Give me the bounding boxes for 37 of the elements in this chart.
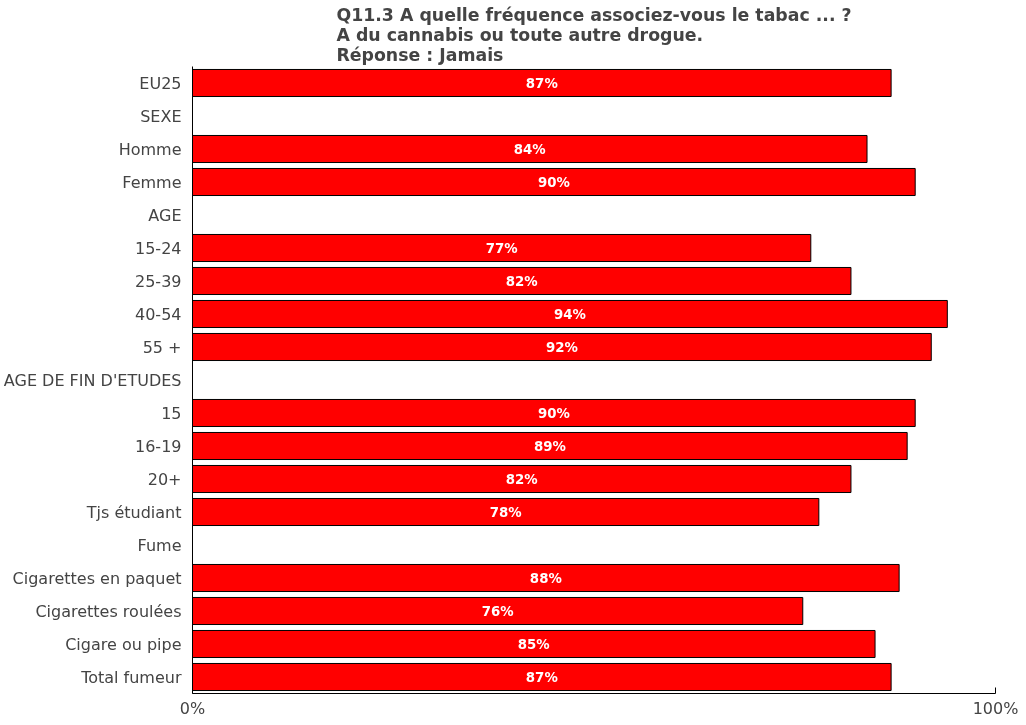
y-tick-label: Femme — [122, 172, 182, 192]
y-tick-label: Tjs étudiant — [85, 502, 182, 522]
data-label: 84% — [513, 141, 546, 157]
data-label: 89% — [533, 438, 566, 454]
data-label: 82% — [505, 273, 538, 289]
x-tick-label: 100% — [972, 698, 1019, 718]
y-tick-label: Cigarettes roulées — [35, 601, 182, 621]
y-tick-label: SEXE — [140, 106, 182, 126]
data-label: 87% — [525, 669, 558, 685]
data-label: 90% — [537, 405, 570, 421]
data-label: 76% — [481, 603, 514, 619]
chart-title: Q11.3 A quelle fréquence associez-vous le tabac ... ? A du cannabis ou toute autre drogue. Réponse : Jamais — [336, 4, 852, 65]
data-label: 94% — [553, 306, 586, 322]
y-tick-label: Total fumeur — [80, 667, 182, 687]
y-tick-label: AGE — [148, 205, 182, 225]
data-label: 82% — [505, 471, 538, 487]
y-tick-label: Cigare ou pipe — [65, 634, 182, 654]
y-tick-label: 16-19 — [135, 436, 182, 456]
data-label: 92% — [545, 339, 578, 355]
y-tick-label: 15 — [161, 403, 182, 423]
y-tick-label: 40-54 — [135, 304, 182, 324]
y-tick-label: EU25 — [139, 73, 182, 93]
y-tick-label: Fume — [137, 535, 182, 555]
y-tick-label: 25-39 — [135, 271, 182, 291]
data-label: 87% — [525, 75, 558, 91]
data-label: 77% — [485, 240, 518, 256]
y-tick-label: 20+ — [147, 469, 182, 489]
y-tick-label: Homme — [118, 139, 182, 159]
y-tick-label: 55 + — [142, 337, 182, 357]
data-label: 88% — [529, 570, 562, 586]
data-label: 85% — [517, 636, 550, 652]
y-tick-label: 15-24 — [135, 238, 182, 258]
y-tick-label: Cigarettes en paquet — [12, 568, 182, 588]
y-tick-label: AGE DE FIN D'ETUDES — [3, 370, 182, 390]
data-label: 90% — [537, 174, 570, 190]
x-tick-label: 0% — [179, 698, 206, 718]
data-label: 78% — [489, 504, 522, 520]
